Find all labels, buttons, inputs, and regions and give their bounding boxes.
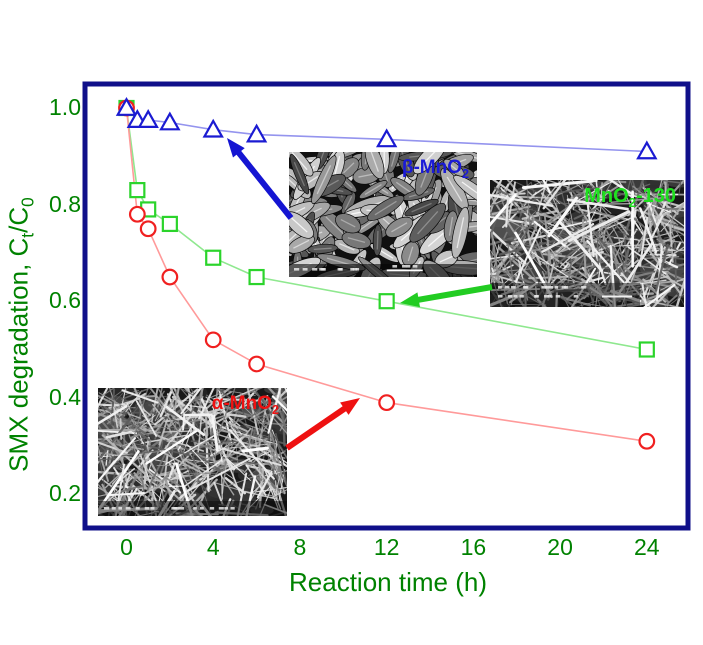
sem-inset-alpha-mno2: α-MnO2 bbox=[98, 388, 287, 516]
inset-label-mno2-130: MnO2-130 bbox=[584, 185, 676, 210]
triangle-marker bbox=[137, 109, 159, 128]
square-marker bbox=[378, 293, 395, 310]
circle-marker bbox=[161, 268, 179, 286]
y-axis-title-text: SMX degradation, C bbox=[3, 237, 34, 472]
arrow-shaft bbox=[285, 404, 350, 451]
triangle-marker bbox=[115, 96, 138, 116]
square-marker bbox=[161, 215, 178, 233]
circle-marker bbox=[378, 394, 396, 412]
inset-label-sub: 2 bbox=[462, 166, 469, 181]
circle-marker bbox=[248, 355, 265, 373]
triangle-marker bbox=[636, 140, 658, 160]
square-marker bbox=[129, 182, 146, 199]
inset-label-beta-mno2: β-MnO2 bbox=[402, 157, 469, 181]
y-tick-label: 0.8 bbox=[49, 190, 81, 217]
inset-label-text: MnO bbox=[584, 185, 629, 207]
x-tick-label: 20 bbox=[547, 534, 573, 560]
square-marker bbox=[248, 268, 265, 286]
x-tick-label: 0 bbox=[120, 534, 133, 560]
x-tick-label: 24 bbox=[634, 534, 660, 560]
y-tick-label: 1.0 bbox=[49, 94, 81, 120]
inset-label-sub: 2 bbox=[272, 402, 279, 417]
x-tick-label: 4 bbox=[206, 534, 220, 560]
circle-marker bbox=[139, 220, 157, 238]
y-tick-label: 0.2 bbox=[49, 480, 81, 507]
arrow-shaft bbox=[414, 284, 493, 304]
y-axis-title-sub-t: t bbox=[17, 232, 38, 238]
circle-marker bbox=[128, 205, 146, 223]
triangle-marker bbox=[375, 128, 398, 148]
inset-label-alpha-mno2: α-MnO2 bbox=[212, 393, 279, 417]
square-marker bbox=[205, 249, 222, 266]
arrow-head bbox=[340, 398, 360, 415]
arrow-shaft bbox=[234, 147, 294, 220]
circle-marker bbox=[638, 432, 656, 450]
x-tick-label: 16 bbox=[460, 534, 487, 560]
x-axis-title: Reaction time (h) bbox=[289, 567, 487, 597]
sem-inset-mno2-130: MnO2-130 bbox=[490, 180, 684, 307]
square-marker bbox=[140, 201, 157, 218]
inset-label-suffix: -130 bbox=[635, 185, 676, 207]
x-tick-label: 8 bbox=[293, 534, 307, 560]
triangle-marker bbox=[159, 111, 181, 131]
y-tick-label: 0.6 bbox=[49, 287, 81, 314]
arrow-head bbox=[400, 292, 421, 308]
inset-label-text: α-MnO bbox=[211, 393, 273, 414]
circle-marker bbox=[204, 331, 222, 349]
square-marker bbox=[638, 341, 655, 358]
triangle-marker bbox=[245, 123, 268, 143]
sem-inset-beta-mno2: β-MnO2 bbox=[289, 152, 477, 277]
y-tick-label: 0.4 bbox=[49, 383, 81, 410]
x-tick-label: 12 bbox=[373, 534, 400, 560]
series-line-0 bbox=[125, 107, 647, 153]
square-marker bbox=[118, 99, 135, 117]
triangle-marker bbox=[126, 109, 149, 128]
circle-marker bbox=[118, 99, 135, 117]
inset-label-text: β-MnO bbox=[401, 157, 463, 178]
inset-label-sub: 2 bbox=[628, 195, 636, 210]
triangle-marker bbox=[202, 118, 224, 138]
arrow-head bbox=[227, 138, 245, 158]
